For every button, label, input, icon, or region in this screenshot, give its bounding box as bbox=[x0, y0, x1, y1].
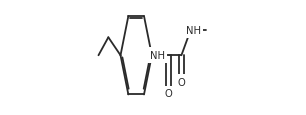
Text: O: O bbox=[165, 89, 173, 98]
Text: NH: NH bbox=[185, 26, 200, 36]
Text: O: O bbox=[177, 78, 185, 87]
Text: NH: NH bbox=[150, 51, 165, 61]
